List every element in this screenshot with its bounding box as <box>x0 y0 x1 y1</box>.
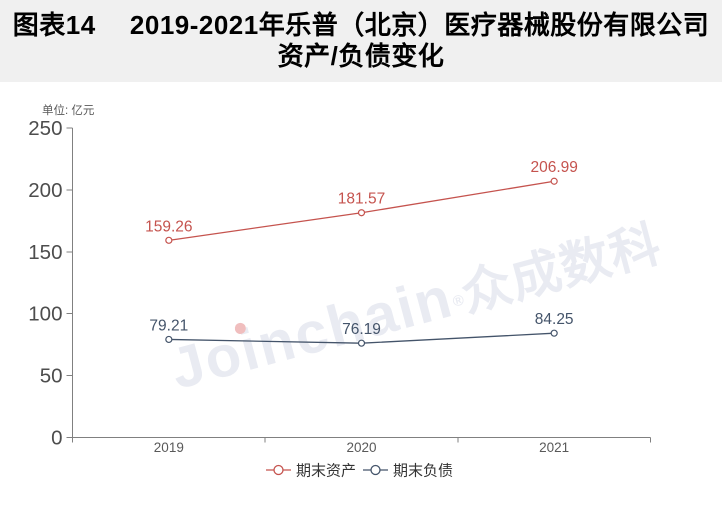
x-category-label: 2021 <box>539 440 569 455</box>
period-end-liabilities-point <box>357 339 366 347</box>
period-end-liabilities-data-label: 76.19 <box>342 321 381 338</box>
period-end-assets-data-label: 206.99 <box>530 159 577 176</box>
x-category-label: 2020 <box>346 440 376 455</box>
chart-title: 图表14 2019-2021年乐普（北京）医疗器械股份有限公司资产/负债变化 <box>12 10 710 71</box>
period-end-assets-point <box>165 236 173 244</box>
chart-title-bar: 图表14 2019-2021年乐普（北京）医疗器械股份有限公司资产/负债变化 <box>0 0 722 82</box>
legend-marker-icon <box>273 464 284 476</box>
legend-marker-icon <box>370 464 381 476</box>
period-end-assets-data-label: 159.26 <box>145 218 192 235</box>
y-axis-tick-label: 0 <box>51 427 62 450</box>
period-end-liabilities-point <box>550 329 558 337</box>
y-axis-tick-label: 150 <box>28 241 62 264</box>
period-end-assets-data-label: 181.57 <box>338 191 385 208</box>
x-category-label: 2019 <box>154 440 184 455</box>
unit-label: 单位: 亿元 <box>42 103 95 117</box>
legend-item-label: 期末负债 <box>393 463 453 480</box>
line-chart: 单位: 亿元 0 50 100 150 200 250 2019 2020 2021 159.26… <box>28 103 651 480</box>
period-end-liabilities-data-label: 79.21 <box>149 317 188 334</box>
legend-item-label: 期末资产 <box>296 463 356 480</box>
y-axis-tick-label: 250 <box>28 117 62 140</box>
period-end-assets-point <box>550 177 558 185</box>
y-axis-tick-label: 50 <box>40 365 63 388</box>
period-end-assets-point <box>357 209 366 217</box>
chart-region: Joinchain ®众成数科 单位: 亿元 0 50 100 150 200 250 201… <box>0 83 722 515</box>
period-end-liabilities-point <box>165 335 173 344</box>
period-end-liabilities-data-label: 84.25 <box>535 311 574 328</box>
y-axis-tick-label: 100 <box>28 303 62 326</box>
y-axis-tick-label: 200 <box>28 179 62 202</box>
